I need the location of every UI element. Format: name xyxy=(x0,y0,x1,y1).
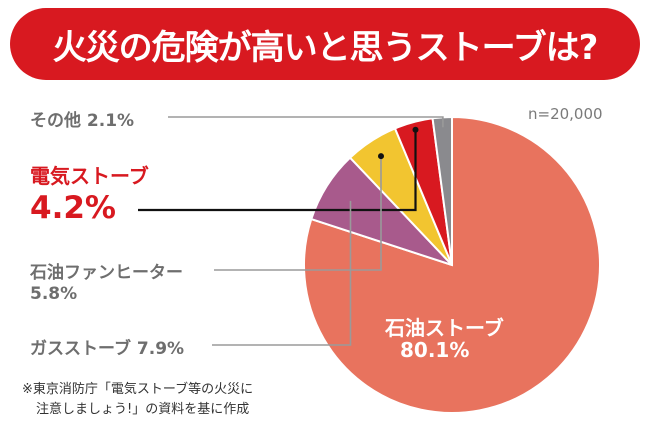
leader-line-fanheater xyxy=(214,156,382,271)
leader-dot-electric xyxy=(412,126,419,133)
label-fanheater-value: 5.8% xyxy=(30,284,78,304)
leader-line-other xyxy=(168,116,444,128)
leader-dot-fanheater xyxy=(378,153,384,160)
label-gas: ガスストーブ 7.9% xyxy=(30,339,185,359)
sample-size: n=20,000 xyxy=(528,105,603,123)
label-oil-value: 80.1% xyxy=(400,338,470,362)
note-line-2: 注意しましょう!」の資料を基に作成 xyxy=(36,402,250,417)
label-fanheater-name: 石油ファンヒーター xyxy=(30,263,183,283)
label-electric-name: 電気ストーブ xyxy=(30,164,149,188)
chart-title: 火災の危険が高いと思うストーブは? xyxy=(52,27,599,68)
label-electric-value: 4.2% xyxy=(30,190,116,226)
title-banner: 火災の危険が高いと思うストーブは? xyxy=(10,8,640,80)
leader-line-gas xyxy=(212,200,352,346)
label-oil-name: 石油ストーブ xyxy=(385,316,504,340)
leader-line-electric xyxy=(138,129,417,212)
label-other: その他 2.1% xyxy=(30,111,135,131)
source-note: ※東京消防庁「電気ストーブ等の火災に 注意しましょう!」の資料を基に作成 xyxy=(22,380,253,420)
note-line-1: ※東京消防庁「電気ストーブ等の火災に xyxy=(22,382,254,397)
